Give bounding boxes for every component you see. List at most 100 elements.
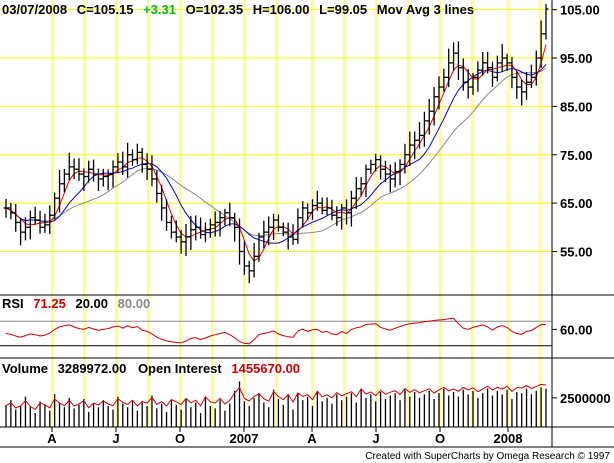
price-bar (202, 222, 208, 243)
price-bar (460, 58, 466, 91)
price-bar (290, 224, 296, 245)
price-bar (485, 51, 491, 74)
price-bar (358, 177, 364, 197)
price-bar (494, 55, 500, 82)
header-open: O=102.35 (186, 2, 243, 17)
price-bar (412, 131, 418, 160)
price-tick-label: 75.00 (560, 148, 593, 163)
price-bar (188, 215, 194, 250)
header-change: +3.31 (143, 2, 176, 17)
price-bar (266, 216, 272, 246)
rsi-line (5, 317, 547, 345)
price-bar (217, 210, 223, 237)
ma-mid-line (5, 64, 547, 244)
price-bar (232, 212, 238, 242)
open-interest-line (5, 383, 547, 411)
price-tick-label: 55.00 (560, 244, 593, 259)
price-bar (100, 168, 106, 187)
price-bar (27, 210, 33, 240)
rsi-low: 20.00 (75, 296, 108, 311)
price-axis-ticks: 105.00 95.00 85.00 75.00 65.00 55.00 (552, 3, 600, 259)
price-bar (309, 199, 315, 220)
rsi-high: 80.00 (118, 296, 151, 311)
price-bars (3, 4, 549, 284)
price-bar (57, 169, 63, 213)
x-tick-label: A (47, 431, 57, 446)
ma-slow-line (5, 67, 547, 237)
price-bar (251, 242, 257, 278)
price-bar (446, 48, 452, 88)
x-tick-label: J (372, 431, 379, 446)
price-bar (193, 215, 199, 241)
price-bar (168, 215, 174, 239)
volume-value: 3289972.00 (58, 361, 127, 376)
price-bar (18, 217, 24, 246)
price-bar (212, 211, 218, 237)
price-bar (47, 205, 53, 234)
rsi-label: RSI (2, 296, 24, 311)
price-bar (392, 162, 398, 188)
price-bar (76, 158, 82, 181)
price-bar (271, 213, 277, 241)
price-bar (125, 142, 131, 178)
price-bar (319, 197, 325, 215)
open-interest-value: 1455670.00 (231, 361, 300, 376)
price-bar (81, 168, 87, 191)
price-bar (363, 164, 369, 198)
rsi-tick-label: 60.00 (560, 322, 593, 337)
price-bar (95, 168, 101, 192)
price-bar (373, 153, 379, 172)
price-bar (543, 4, 549, 40)
volume-label: Volume (2, 361, 48, 376)
price-bar (421, 111, 427, 147)
price-bar (489, 61, 495, 87)
price-bar (105, 169, 111, 191)
price-bar (368, 159, 374, 174)
volume-bars (5, 381, 547, 427)
price-bar (528, 64, 534, 88)
x-tick-label: O (435, 431, 445, 446)
price-bar (431, 87, 437, 126)
price-bar (227, 202, 233, 227)
price-tick-label: 85.00 (560, 99, 593, 114)
price-bar (509, 57, 515, 89)
price-bar (465, 68, 471, 99)
price-bar (334, 206, 340, 226)
x-tick-label: 2008 (494, 431, 523, 446)
rsi-reference-lines (0, 320, 552, 347)
price-bar (8, 202, 14, 220)
price-bar (164, 199, 170, 232)
price-tick-label: 65.00 (560, 196, 593, 211)
open-interest-label: Open Interest (138, 361, 222, 376)
price-bar (110, 160, 116, 188)
price-bar (134, 143, 140, 165)
open-interest-path (5, 383, 547, 411)
header-study: Mov Avg 3 lines (377, 2, 474, 17)
rsi-series (5, 317, 547, 345)
price-bar (344, 199, 350, 225)
price-tick-label: 95.00 (560, 51, 593, 66)
price-bar (91, 159, 97, 182)
price-bar (144, 153, 150, 181)
rsi-axis-ticks: 60.00 (552, 322, 593, 337)
price-bar (115, 153, 121, 174)
price-bar (475, 61, 481, 92)
x-tick-label: J (112, 431, 119, 446)
price-bar (436, 76, 442, 110)
price-bar (407, 131, 413, 166)
price-bar (455, 41, 461, 80)
price-bar (417, 122, 423, 149)
price-bar (339, 203, 345, 230)
price-bar (178, 230, 184, 254)
price-bar (533, 50, 539, 86)
price-bar (86, 160, 92, 183)
price-bar (300, 201, 306, 227)
volume-readout: Volume 3289972.00 Open Interest 1455670.… (2, 361, 300, 376)
price-bar (538, 20, 544, 68)
header-readout: 03/07/2008 C=105.15 +3.31 O=102.35 H=106… (2, 2, 474, 17)
price-bar (426, 98, 432, 135)
price-bar (397, 159, 403, 186)
header-close: C=105.15 (77, 2, 134, 17)
price-bar (387, 164, 393, 193)
x-axis-ticks: A J O 2007 A J O 2008 (47, 427, 522, 446)
